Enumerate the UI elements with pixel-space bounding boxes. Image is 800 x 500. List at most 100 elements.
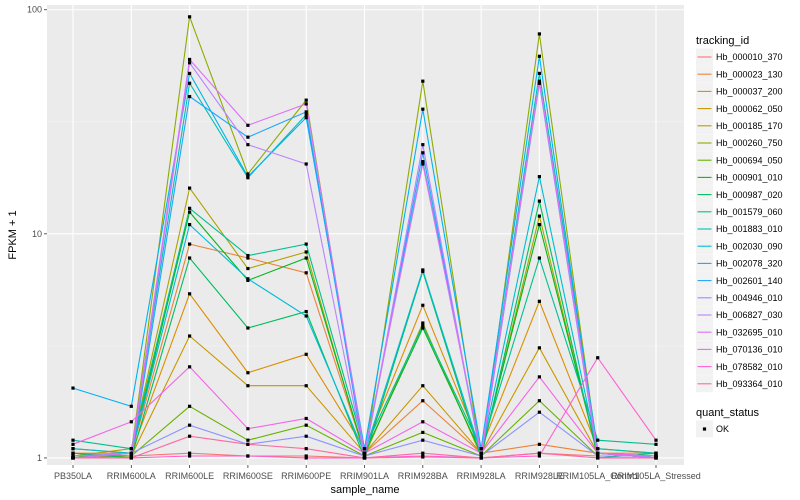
data-point [71, 442, 75, 446]
series-lines [71, 15, 658, 461]
legend-status-label: OK [716, 424, 729, 434]
data-point [246, 384, 250, 388]
data-point [421, 454, 425, 458]
data-point [188, 434, 192, 438]
data-point [246, 326, 250, 330]
data-point [304, 162, 308, 166]
data-point [304, 447, 308, 451]
data-point [188, 365, 192, 369]
data-point [421, 321, 425, 325]
data-point [537, 199, 541, 203]
data-point [246, 172, 250, 176]
data-point [246, 454, 250, 458]
data-point [421, 384, 425, 388]
data-point [421, 399, 425, 403]
data-point [188, 451, 192, 455]
data-point [188, 94, 192, 99]
data-point [537, 346, 541, 350]
x-tick-label: RRIM105LA_Control [556, 471, 639, 481]
data-point [246, 253, 250, 258]
data-point [537, 222, 541, 227]
legend-label: Hb_093364_010 [716, 379, 783, 389]
legend-label: Hb_006827_030 [716, 310, 783, 320]
data-point [304, 423, 308, 427]
data-point [71, 438, 75, 442]
data-point [304, 116, 308, 120]
data-point [129, 420, 133, 424]
legend-label: Hb_000010_370 [716, 52, 783, 62]
data-point [129, 454, 133, 458]
data-point [246, 438, 250, 442]
y-axis-title: FPKM + 1 [7, 210, 19, 259]
data-point [304, 110, 308, 114]
data-point [421, 79, 425, 83]
data-point [654, 451, 658, 455]
x-axis-title: sample_name [330, 484, 399, 496]
data-point [537, 32, 541, 36]
data-point [246, 175, 250, 179]
data-point [304, 256, 308, 260]
data-point [362, 454, 367, 458]
legend-label: Hb_000185_170 [716, 121, 783, 131]
data-point [246, 427, 250, 431]
data-point [596, 456, 600, 460]
data-point [71, 456, 75, 460]
data-point [188, 61, 192, 65]
data-point [188, 15, 192, 19]
data-point [304, 98, 308, 102]
data-point [421, 438, 425, 442]
data-point [188, 423, 192, 427]
data-point [188, 186, 192, 190]
legend-label: Hb_002030_090 [716, 241, 783, 251]
data-point [246, 442, 250, 446]
data-point [421, 323, 425, 328]
data-point [537, 214, 541, 218]
data-point [596, 447, 600, 451]
data-point [304, 242, 308, 246]
data-point [246, 143, 250, 147]
data-point [537, 375, 541, 379]
data-point [71, 386, 75, 390]
data-point [596, 451, 600, 455]
data-point [188, 57, 192, 62]
x-tick-label: RRIM901LA [340, 471, 389, 481]
data-point [304, 250, 308, 254]
legend-point-marker [702, 427, 707, 431]
data-point [537, 451, 541, 455]
legend-label: Hb_000260_750 [716, 138, 783, 148]
x-axis-ticks: PB350LA RRIM600LA RRIM600LE RRIM600SE RRIM60… [54, 465, 701, 481]
x-tick-label: RRIM600LA [107, 471, 156, 481]
data-point [188, 222, 192, 227]
legend-label: Hb_001883_010 [716, 224, 783, 234]
legend: tracking_id Hb_000010_370Hb_000023_130Hb… [696, 35, 783, 438]
data-point [188, 71, 192, 75]
legend-label: Hb_000987_020 [716, 190, 783, 200]
data-point [537, 81, 541, 85]
legend-label: Hb_001579_060 [716, 207, 783, 217]
legend-label: Hb_032695_010 [716, 327, 783, 337]
data-point [421, 430, 425, 435]
data-point [362, 447, 367, 451]
data-point [596, 454, 600, 458]
x-tick-label: RRIM600SE [223, 471, 273, 481]
legend-label: Hb_000037_200 [716, 87, 783, 97]
data-point [421, 107, 425, 111]
data-point [421, 160, 425, 164]
x-tick-label: RRIM928LA [457, 471, 506, 481]
data-point [654, 456, 658, 460]
data-point [188, 334, 192, 338]
data-point [71, 447, 75, 451]
legend-label: Hb_000062_050 [716, 104, 783, 114]
data-point [304, 271, 308, 275]
data-point [537, 442, 541, 446]
x-tick-label: RRIM928BA [398, 471, 448, 481]
data-point [304, 309, 308, 314]
data-point [188, 256, 192, 260]
legend-label: Hb_078582_010 [716, 362, 783, 372]
data-point [654, 438, 658, 442]
data-point [421, 303, 425, 307]
data-point [71, 454, 75, 458]
data-point [304, 384, 308, 388]
y-tick-label: 100 [27, 5, 42, 15]
data-point [304, 314, 308, 318]
